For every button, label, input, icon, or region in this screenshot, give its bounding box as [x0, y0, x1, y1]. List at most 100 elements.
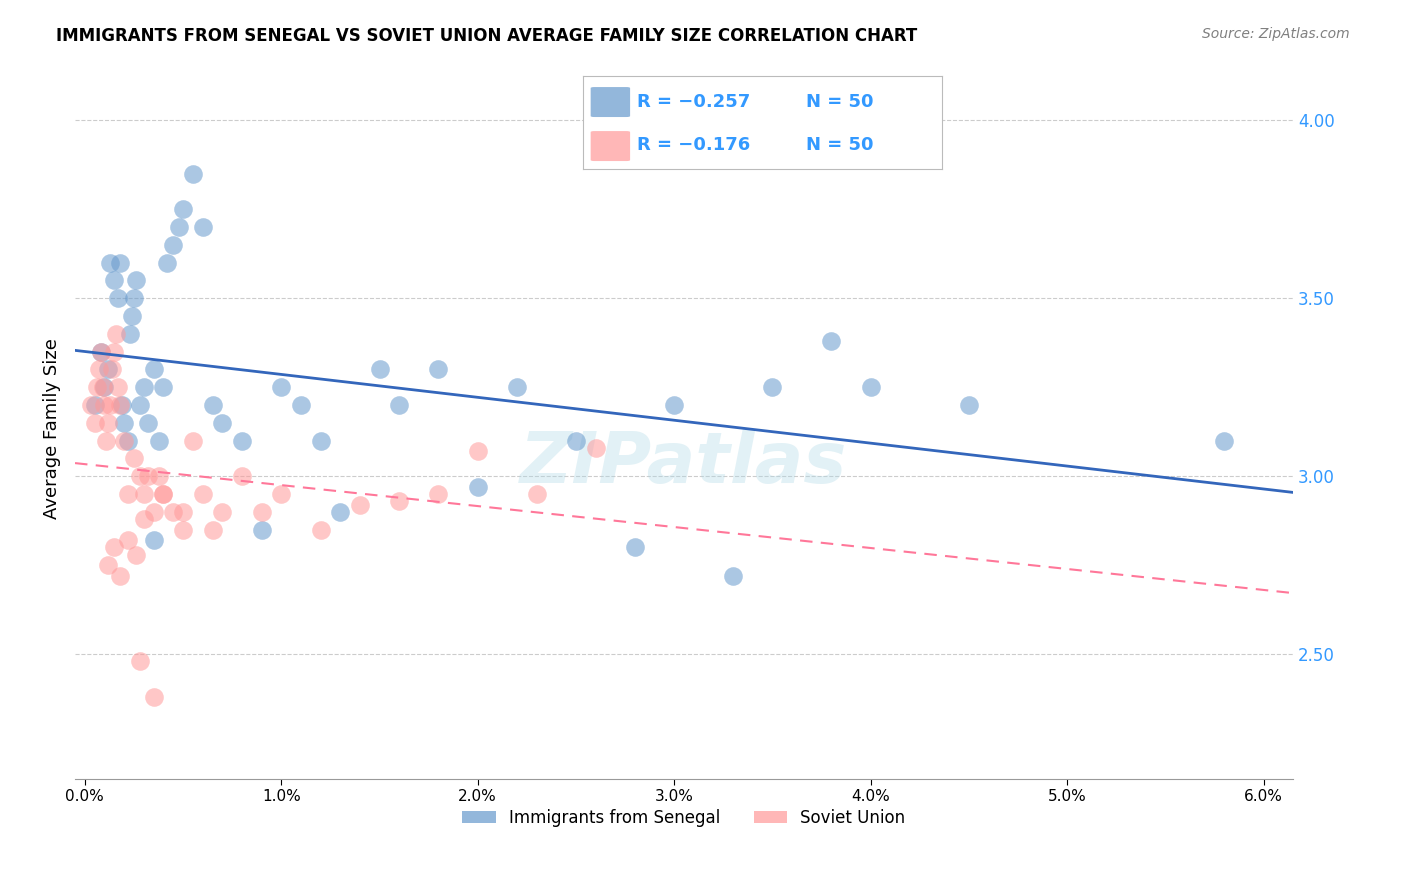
Point: [368, 362, 391, 376]
Point: [132, 487, 155, 501]
Point: [388, 398, 411, 412]
Point: [80, 398, 103, 412]
Point: [83, 398, 105, 412]
Text: N = 50: N = 50: [806, 93, 873, 111]
Y-axis label: Average Family Size: Average Family Size: [44, 338, 60, 518]
Text: ZIPatlas: ZIPatlas: [520, 429, 848, 498]
Point: [128, 398, 150, 412]
Point: [108, 398, 131, 412]
Point: [211, 416, 233, 430]
Point: [142, 362, 165, 376]
Point: [108, 255, 131, 269]
Point: [128, 469, 150, 483]
Point: [270, 487, 292, 501]
Point: [142, 690, 165, 704]
Point: [117, 533, 139, 548]
Point: [122, 451, 145, 466]
Point: [526, 487, 548, 501]
Point: [98, 398, 121, 412]
Point: [97, 558, 120, 573]
Point: [97, 416, 120, 430]
Point: [427, 487, 450, 501]
Point: [91, 380, 114, 394]
Point: [152, 487, 174, 501]
Point: [103, 541, 125, 555]
Point: [506, 380, 529, 394]
Text: IMMIGRANTS FROM SENEGAL VS SOVIET UNION AVERAGE FAMILY SIZE CORRELATION CHART: IMMIGRANTS FROM SENEGAL VS SOVIET UNION …: [56, 27, 918, 45]
Point: [136, 469, 159, 483]
Point: [427, 362, 450, 376]
Point: [201, 398, 224, 412]
Point: [270, 380, 292, 394]
Point: [111, 398, 134, 412]
Text: R = −0.176: R = −0.176: [637, 136, 751, 154]
Point: [349, 498, 371, 512]
Point: [107, 291, 129, 305]
Point: [191, 487, 214, 501]
Point: [117, 434, 139, 448]
FancyBboxPatch shape: [591, 87, 630, 117]
Point: [231, 469, 253, 483]
Point: [128, 654, 150, 668]
Point: [309, 523, 332, 537]
Point: [467, 444, 489, 458]
Point: [859, 380, 882, 394]
Point: [132, 512, 155, 526]
FancyBboxPatch shape: [591, 131, 630, 161]
Point: [93, 398, 115, 412]
Point: [181, 167, 204, 181]
Point: [231, 434, 253, 448]
Point: [152, 487, 174, 501]
Point: [957, 398, 980, 412]
Point: [156, 255, 179, 269]
Point: [121, 309, 143, 323]
Point: [125, 273, 148, 287]
Point: [148, 469, 170, 483]
Point: [142, 533, 165, 548]
Point: [108, 569, 131, 583]
Text: Source: ZipAtlas.com: Source: ZipAtlas.com: [1202, 27, 1350, 41]
Point: [136, 416, 159, 430]
Point: [162, 237, 184, 252]
Point: [329, 505, 352, 519]
Point: [162, 505, 184, 519]
Point: [152, 380, 174, 394]
Point: [86, 380, 108, 394]
Point: [93, 380, 115, 394]
Text: N = 50: N = 50: [806, 136, 873, 154]
Point: [191, 219, 214, 234]
Point: [125, 548, 148, 562]
Text: R = −0.257: R = −0.257: [637, 93, 751, 111]
Point: [103, 273, 125, 287]
Point: [172, 202, 194, 217]
Point: [167, 219, 190, 234]
Point: [105, 326, 128, 341]
Point: [250, 523, 273, 537]
Point: [83, 416, 105, 430]
Point: [201, 523, 224, 537]
Point: [721, 569, 744, 583]
Point: [103, 344, 125, 359]
Point: [624, 541, 647, 555]
Point: [172, 505, 194, 519]
Point: [585, 441, 607, 455]
Point: [122, 291, 145, 305]
Point: [132, 380, 155, 394]
Point: [98, 255, 121, 269]
Point: [107, 380, 129, 394]
Point: [1213, 434, 1236, 448]
Point: [172, 523, 194, 537]
Point: [142, 505, 165, 519]
Point: [664, 398, 686, 412]
Point: [467, 480, 489, 494]
Point: [148, 434, 170, 448]
Point: [101, 362, 124, 376]
Point: [96, 434, 118, 448]
Point: [565, 434, 588, 448]
Legend: Immigrants from Senegal, Soviet Union: Immigrants from Senegal, Soviet Union: [456, 803, 912, 834]
Point: [112, 416, 135, 430]
Point: [290, 398, 312, 412]
Point: [118, 326, 141, 341]
Point: [211, 505, 233, 519]
Point: [309, 434, 332, 448]
